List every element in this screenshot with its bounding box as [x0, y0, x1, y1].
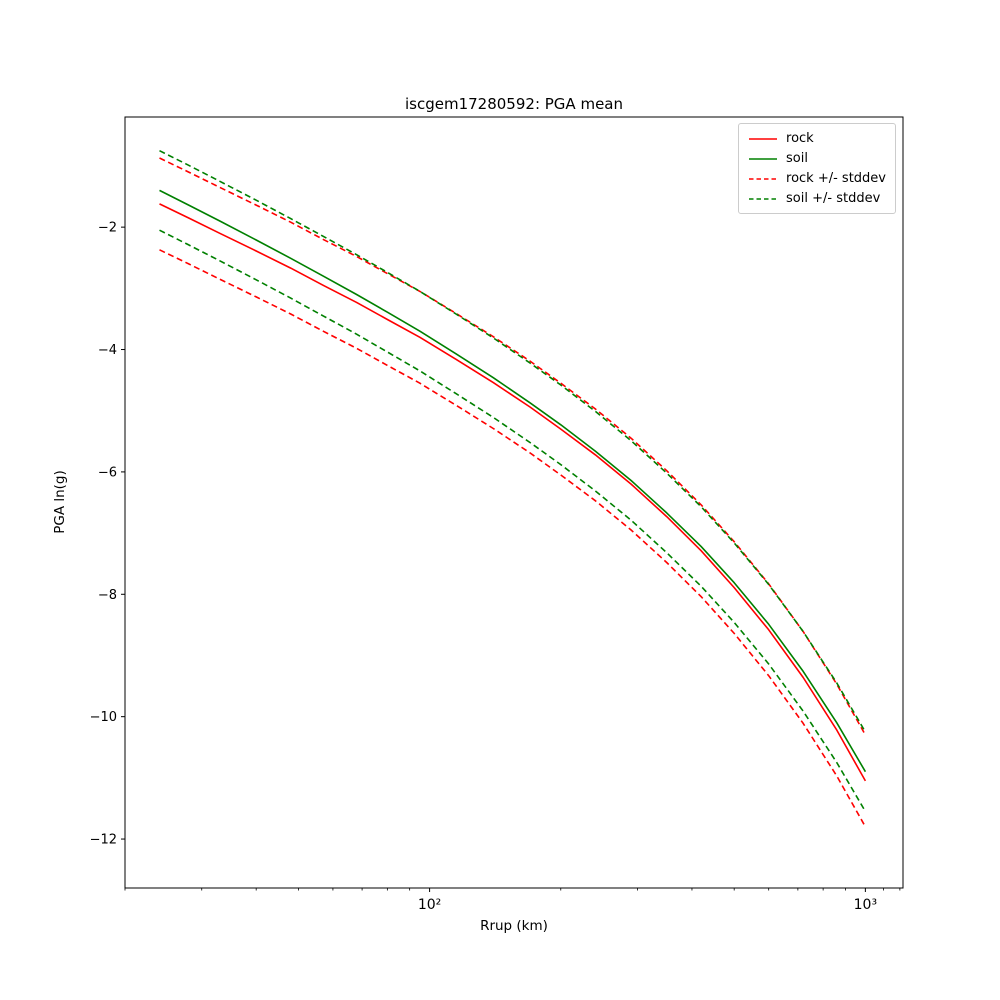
y-tick-label: −6	[98, 465, 117, 480]
legend-label: rock +/- stddev	[786, 171, 886, 186]
legend-label: rock	[786, 131, 814, 146]
legend-dashed-line-sample	[749, 177, 778, 180]
legend-entry: soil	[748, 149, 886, 168]
legend-entry: soil +/- stddev	[748, 189, 886, 208]
axes-frame	[124, 116, 904, 889]
x-tick-label: 10³	[854, 897, 877, 913]
legend-label: soil +/- stddev	[786, 191, 881, 206]
y-tick-label: −2	[98, 221, 117, 236]
legend: rock soil rock +/- stddev soil +/- stddev	[738, 123, 896, 214]
series-rock-plus-stddev	[159, 157, 867, 736]
series-soil	[159, 189, 867, 773]
series-rock-minus-stddev	[159, 249, 867, 828]
y-tick-label: −10	[90, 710, 117, 725]
legend-entry: rock +/- stddev	[748, 169, 886, 188]
y-tick-label: −4	[98, 343, 117, 358]
y-tick-label: −12	[90, 833, 117, 848]
x-axis-label: Rrup (km)	[480, 918, 548, 934]
legend-dashed-line-sample	[749, 197, 778, 200]
chart-title: iscgem17280592: PGA mean	[405, 95, 623, 113]
legend-line-sample	[749, 137, 778, 140]
series-rock	[159, 203, 867, 782]
legend-label: soil	[786, 151, 808, 166]
series-soil-minus-stddev	[159, 229, 867, 812]
y-tick-label: −8	[98, 588, 117, 603]
legend-entry: rock	[748, 129, 886, 148]
y-axis-label: PGA ln(g)	[52, 470, 68, 534]
series-soil-plus-stddev	[159, 149, 867, 733]
x-tick-label: 10²	[418, 897, 441, 913]
legend-line-sample	[749, 157, 778, 160]
